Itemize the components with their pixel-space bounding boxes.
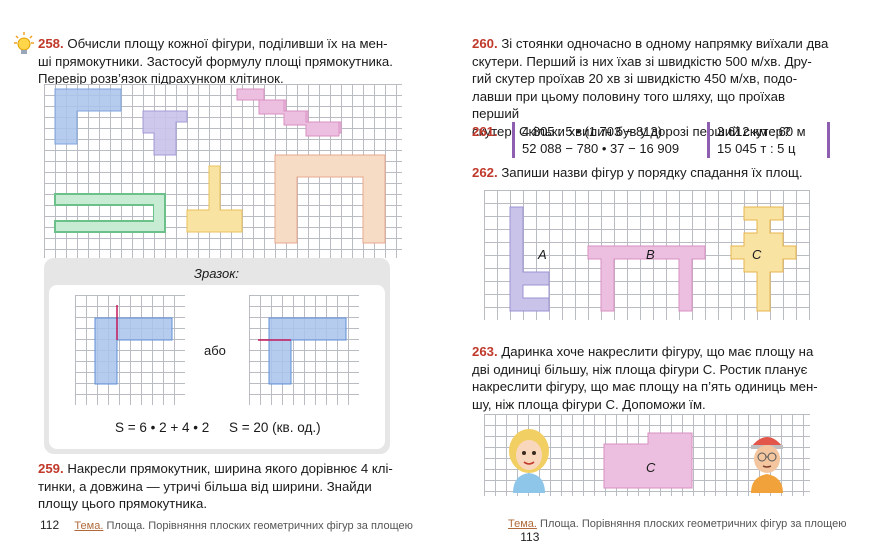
topic-label: Тема. [74,520,104,532]
figure-label-c: C [752,247,762,262]
bracket-bar [707,122,710,158]
task-number: 259. [38,461,64,476]
girl-illustration [505,425,553,493]
task-text: Обчисли площу кожної фігури, поділивши ї… [67,36,388,51]
figure-label-a: A [538,247,547,262]
expression: 52 088 − 780 • 37 − 16 909 [522,141,680,156]
task-258: 258. Обчисли площу кожної фігури, поділи… [38,35,404,88]
task-263: 263. Даринка хоче накреслити фігуру, що … [472,343,834,413]
task-text: накреслити фігуру, що має площу на п’ять… [472,379,818,394]
task-259: 259. Накресли прямокутник, ширина якого … [38,460,404,513]
task-number: 261. [472,124,498,139]
figure-label-c: C [646,460,656,475]
figure-label-b: B [646,247,655,262]
or-word: або [204,343,226,358]
page-number: 112 [40,518,60,532]
topic-text: Площа. Порівняння плоских геометричних ф… [106,520,413,532]
task-text: ші прямокутники. Застосуй формулу площі … [38,53,393,69]
bracket-bar [827,122,830,158]
task-text: лавши при цьому половину того шляху, що … [472,88,785,122]
formula-2: S = 20 (кв. од.) [229,420,321,435]
task-text: Зі стоянки одночасно в одному напрямку в… [501,36,829,51]
topic-label: Тема. [508,518,537,530]
figure-purple [142,110,188,156]
figure-c [730,206,797,312]
task-262: 262. Запиши назви фігур у порядку спадан… [472,164,834,182]
boy-illustration [743,425,791,493]
sample-inner: або S = 6 • 2 + 4 • 2 S = 20 (кв. од.) [49,285,385,449]
task-number: 260. [472,36,498,51]
page-number: 113 [520,530,540,544]
sample-box: Зразок: або S = 6 • 2 + 4 • 2 S = 20 (кв… [44,258,390,454]
task-number: 263. [472,344,498,359]
figure-peach [274,154,386,244]
task-number: 262. [472,165,498,180]
task-text: дві одиниці більшу, ніж площа фігури С. … [472,361,808,377]
task-text: скутери. Перший із них їхав зі швидкістю… [472,53,812,69]
topic-text: Площа. Порівняння плоских геометричних ф… [540,518,847,530]
figure-b [587,245,706,312]
task-260: 260. Зі стоянки одночасно в одному напря… [472,35,834,140]
task-261: 261. 4 805 : 5 • (1 703 − 813) 52 088 − … [472,122,842,158]
expression: 3 612 км : 60 м [717,124,806,139]
footer-left: 112 Тема. Площа. Порівняння плоских геом… [40,518,420,532]
figure-green-fill [56,195,164,231]
task-text: Даринка хоче накреслити фігуру, що має п… [501,344,814,359]
task-text: шу, ніж площа фігури С. Допоможи їм. [472,396,706,412]
task-text: гий скутер проїхав 20 хв зі швидкістю 45… [472,71,798,86]
figures-grid-258 [44,84,402,258]
task-text: скутер. Скільки хвилин був у дорозі перш… [472,123,791,139]
formula-1: S = 6 • 2 + 4 • 2 [115,420,210,435]
bracket-bar [512,122,515,158]
task-text: Запиши назви фігур у порядку спадання їх… [501,165,803,180]
figures-grid-262: A B C [484,190,810,320]
task-number: 258. [38,36,64,51]
sample-title: Зразок: [194,266,240,281]
lightbulb-icon [13,31,35,57]
task-text: тинки, а довжина — утричі більша від шир… [38,478,372,494]
task-text: Накресли прямокутник, ширина якого дорів… [67,461,393,476]
expression: 15 045 т : 5 ц [717,141,796,156]
sample-grid-2 [249,295,359,405]
expression: 4 805 : 5 • (1 703 − 813) [522,124,663,139]
figure-pink-steps [258,99,340,137]
figure-blue [54,88,122,145]
figure-c-263 [603,432,693,489]
footer-right: Тема. Площа. Порівняння плоских геометри… [508,518,853,544]
sample-grid-1 [75,295,185,405]
figure-yellow [186,165,243,233]
task-text: Перевір розв’язок підрахунком клітинок. [38,71,284,86]
figure-green [54,193,166,233]
task-text: площу цього прямокутника. [38,496,207,511]
